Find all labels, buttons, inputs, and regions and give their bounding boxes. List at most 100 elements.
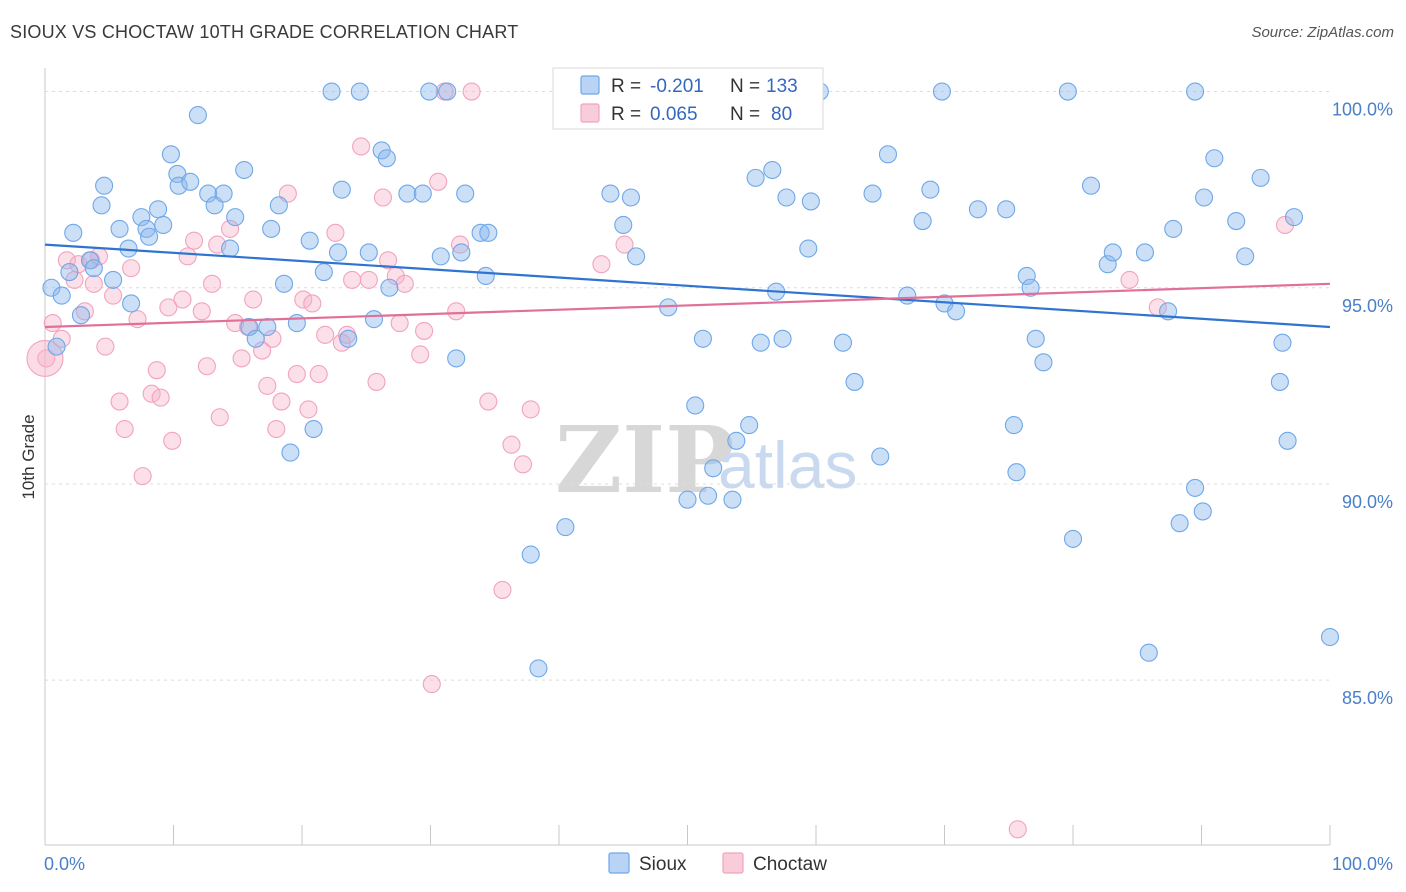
choctaw-point-54	[373, 188, 393, 207]
sioux-point-129	[1273, 333, 1292, 352]
sioux-point-47	[364, 310, 384, 329]
sioux-point-98	[921, 180, 940, 199]
sioux-point-45	[350, 82, 369, 101]
y-tick-label-3: 85.0%	[1342, 688, 1393, 708]
sioux-point-40	[314, 263, 333, 282]
choctaw-point-21	[163, 431, 182, 450]
sioux-point-16	[140, 227, 159, 246]
x-tick-label-max: 100.0%	[1332, 854, 1393, 874]
choctaw-point-16	[133, 467, 152, 486]
sioux-point-106	[1017, 266, 1036, 286]
bottom-legend-swatch-choctaw	[722, 852, 744, 874]
sioux-point-32	[258, 317, 277, 337]
sioux-point-41	[322, 82, 341, 101]
sioux-point-103	[997, 200, 1016, 219]
choctaw-point-75	[615, 235, 634, 254]
trend-lines	[44, 243, 1331, 329]
choctaw-point-64	[447, 302, 466, 321]
bottom-legend-label-choctaw: Choctaw	[753, 854, 827, 875]
sioux-point-36	[281, 443, 300, 462]
choctaw-point-65	[451, 235, 470, 254]
sioux-point-69	[627, 247, 646, 266]
sioux-point-44	[339, 329, 358, 348]
sioux-point-88	[799, 239, 818, 258]
choctaw-point-38	[267, 419, 286, 439]
choctaw-point-19	[151, 388, 170, 407]
sioux-point-17	[149, 200, 168, 219]
legend-n-value-sioux: 133	[766, 76, 798, 97]
sioux-point-110	[1058, 82, 1077, 101]
sioux-point-18	[154, 215, 173, 235]
choctaw-point-60	[415, 321, 434, 340]
sioux-point-94	[871, 447, 890, 466]
choctaw-point-24	[185, 231, 204, 250]
choctaw-point-14	[122, 259, 141, 278]
choctaw-point-10	[96, 337, 115, 356]
sioux-point-5	[71, 306, 91, 325]
sioux-point-82	[746, 168, 765, 187]
choctaw-point-27	[203, 274, 222, 293]
sioux-point-11	[110, 219, 129, 238]
sioux-point-121	[1186, 478, 1205, 497]
y-tick-label-0: 100.0%	[1332, 100, 1393, 120]
sioux-point-75	[693, 329, 712, 348]
sioux-point-86	[773, 329, 792, 348]
choctaw-point-78	[1120, 270, 1139, 289]
sioux-point-33	[262, 219, 281, 238]
sioux-point-50	[380, 278, 399, 297]
sioux-point-23	[188, 106, 207, 125]
legend-r-label-choctaw: R =	[611, 104, 641, 125]
choctaw-point-35	[253, 341, 272, 360]
sioux-point-83	[751, 333, 770, 352]
sioux-point-30	[240, 317, 259, 337]
sioux-point-104	[1004, 416, 1023, 435]
sioux-point-93	[863, 184, 882, 203]
choctaw-point-25	[192, 302, 211, 321]
choctaw-point-39	[272, 392, 291, 411]
sioux-point-79	[723, 490, 742, 509]
choctaw-point-46	[316, 325, 335, 344]
y-axis-title: 10th Grade	[19, 414, 38, 499]
choctaw-point-42	[294, 290, 313, 309]
choctaw-point-34	[244, 290, 263, 309]
sioux-point-43	[332, 180, 351, 199]
sioux-point-74	[686, 396, 705, 415]
sioux-point-27	[220, 239, 240, 258]
choctaw-cluster-point	[26, 339, 64, 377]
y-tick-label-1: 95.0%	[1342, 296, 1393, 316]
sioux-point-128	[1270, 372, 1289, 391]
choctaw-point-44	[303, 294, 322, 313]
choctaw-point-12	[110, 392, 129, 411]
sioux-point-131	[1284, 208, 1304, 227]
choctaw-point-29	[210, 408, 229, 427]
choctaw-point-45	[309, 365, 328, 384]
sioux-point-24	[199, 184, 218, 203]
sioux-point-31	[246, 329, 265, 348]
sioux-point-127	[1251, 168, 1270, 187]
sioux-point-99	[932, 82, 951, 101]
sioux-point-3	[60, 263, 79, 282]
choctaw-point-8	[84, 274, 103, 293]
choctaw-point-58	[395, 274, 414, 293]
choctaw-point-67	[479, 392, 498, 411]
sioux-point-132	[1320, 627, 1340, 647]
choctaw-point-62	[429, 172, 448, 191]
choctaw-point-23	[178, 247, 197, 266]
source-credit: Source: ZipAtlas.com	[1251, 24, 1394, 41]
sioux-point-76	[699, 486, 718, 505]
choctaw-point-47	[326, 223, 345, 242]
sioux-point-52	[413, 184, 432, 203]
gridlines	[45, 91, 1330, 681]
sioux-point-68	[621, 188, 641, 207]
sioux-point-59	[471, 223, 490, 242]
sioux-point-53	[420, 82, 439, 101]
sioux-point-111	[1063, 529, 1083, 548]
sioux-point-51	[398, 184, 417, 203]
sioux-point-80	[727, 431, 746, 450]
choctaw-point-32	[232, 349, 251, 368]
sioux-point-61	[479, 223, 498, 242]
stats-legend: R = -0.201 N = 133 R = 0.065 N = 80	[552, 67, 824, 130]
sioux-point-37	[287, 314, 306, 333]
sioux-point-123	[1195, 188, 1214, 207]
